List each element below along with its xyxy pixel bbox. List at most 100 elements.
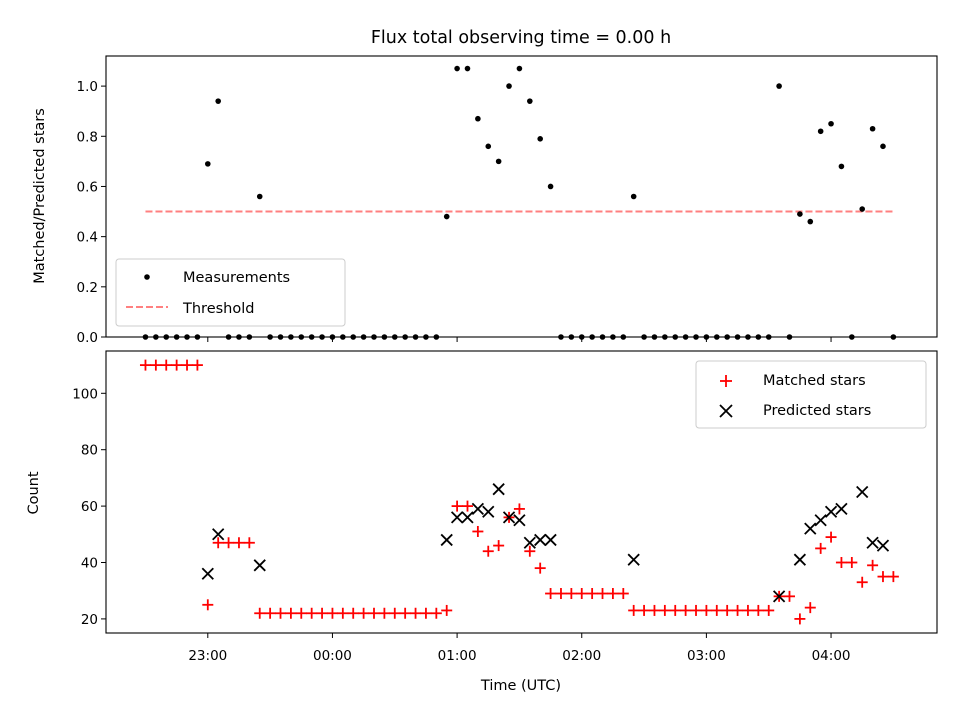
measurement-point xyxy=(547,183,554,190)
matched-star-point xyxy=(659,604,671,616)
matched-star-point xyxy=(794,613,806,625)
matched-star-point xyxy=(202,599,214,611)
matched-star-point xyxy=(887,571,899,583)
legend-matched-label: Matched stars xyxy=(763,373,866,389)
matched-star-point xyxy=(638,604,650,616)
matched-star-point xyxy=(825,531,837,543)
measurement-point xyxy=(797,211,803,217)
matched-star-point xyxy=(711,604,723,616)
matched-star-point xyxy=(461,500,473,512)
bottom-y-tick-label: 20 xyxy=(81,612,98,628)
bottom-legend-box xyxy=(695,360,927,429)
matched-star-point xyxy=(181,359,193,371)
matched-star-point xyxy=(482,545,494,557)
measurement-point xyxy=(859,206,866,212)
legend-measurements-marker xyxy=(144,274,150,280)
matched-star-point xyxy=(617,588,629,600)
bottom-y-tick-label: 80 xyxy=(81,443,98,459)
matched-star-point xyxy=(700,604,712,616)
matched-star-point xyxy=(337,607,349,619)
predicted-star-point xyxy=(856,485,869,499)
x-tick-label: 23:00 xyxy=(188,648,227,664)
matched-star-point xyxy=(316,607,328,619)
measurement-point xyxy=(807,218,814,225)
top-legend: Measurements Threshold xyxy=(115,258,346,327)
predicted-star-point xyxy=(201,567,214,580)
matched-star-point xyxy=(441,604,453,616)
predicted-star-point xyxy=(814,514,827,527)
matched-star-point xyxy=(555,588,567,600)
matched-star-point xyxy=(191,359,203,371)
predicted-star-point xyxy=(804,522,817,535)
matched-star-point xyxy=(358,607,370,619)
matched-star-point xyxy=(732,604,744,616)
top-x-axis xyxy=(207,337,832,342)
top-y-axis: 0.0 0.2 0.4 0.6 0.8 1.0 xyxy=(77,79,106,346)
matched-star-point xyxy=(680,604,692,616)
matched-star-point xyxy=(306,607,318,619)
predicted-star-point xyxy=(440,533,453,547)
matched-star-point xyxy=(846,557,858,568)
matched-star-point xyxy=(472,525,484,537)
predicted-star-point xyxy=(627,553,640,566)
x-tick-label: 00:00 xyxy=(313,648,352,664)
top-panel: 0.0 0.2 0.4 0.6 0.8 1.0 Matched/Predicted sta… xyxy=(32,55,938,346)
matched-star-point xyxy=(856,576,868,588)
matched-star-point xyxy=(513,503,525,515)
bottom-y-tick-label: 40 xyxy=(81,556,98,572)
legend-predicted-label: Predicted stars xyxy=(763,403,871,419)
top-y-tick-label: 1.0 xyxy=(77,79,98,95)
predicted-star-point xyxy=(544,533,557,547)
predicted-star-point xyxy=(772,590,786,603)
matched-star-point xyxy=(139,359,151,371)
matched-star-point xyxy=(524,545,536,557)
predicted-star-point xyxy=(253,559,266,572)
x-tick-label: 01:00 xyxy=(438,648,477,664)
matched-star-point xyxy=(545,588,557,600)
bottom-x-axis: 23:00 00:00 01:00 02:00 03:00 04:00 xyxy=(188,633,851,664)
matched-star-point xyxy=(326,607,338,619)
matched-star-point xyxy=(389,607,401,619)
matched-star-point xyxy=(285,607,297,619)
measurement-point xyxy=(537,135,543,142)
matched-star-point xyxy=(877,571,889,583)
matched-star-point xyxy=(763,604,775,616)
predicted-star-point xyxy=(450,511,464,524)
top-legend-box xyxy=(115,258,346,327)
matched-star-point xyxy=(867,559,879,571)
top-y-tick-label: 0.2 xyxy=(77,280,98,296)
predicted-star-point xyxy=(824,505,838,518)
matched-star-point xyxy=(368,607,380,619)
matched-star-point xyxy=(742,604,754,616)
measurement-point xyxy=(464,65,471,72)
measurement-point xyxy=(869,125,876,132)
matched-star-point xyxy=(783,590,795,602)
measurement-point xyxy=(880,143,886,150)
predicted-star-point xyxy=(876,539,890,552)
legend-threshold-label: Threshold xyxy=(182,301,254,317)
matched-star-point xyxy=(243,537,255,549)
matched-star-point xyxy=(721,604,733,616)
matched-star-point xyxy=(669,604,681,616)
measurement-point xyxy=(215,98,221,104)
measurement-point xyxy=(475,115,481,122)
measurement-point xyxy=(527,98,533,104)
x-tick-label: 04:00 xyxy=(812,648,851,664)
measurement-point xyxy=(630,193,637,200)
matched-star-point xyxy=(233,537,245,549)
predicted-star-point xyxy=(523,536,536,549)
matched-star-point xyxy=(565,588,577,600)
predicted-star-point xyxy=(461,511,474,524)
matched-star-point xyxy=(597,588,609,600)
predicted-star-point xyxy=(513,514,526,527)
matched-star-point xyxy=(399,607,411,619)
matched-star-point xyxy=(648,604,660,616)
measurement-point xyxy=(506,83,512,89)
matched-star-point xyxy=(628,604,640,616)
predicted-star-point xyxy=(534,533,547,547)
bottom-y-axis: 20 40 60 80 100 xyxy=(72,386,106,628)
top-y-tick-label: 0.6 xyxy=(77,179,98,195)
bottom-panel: 20 40 60 80 100 23:00 00:00 01:00 02:00 03:00 04:… xyxy=(26,350,938,694)
